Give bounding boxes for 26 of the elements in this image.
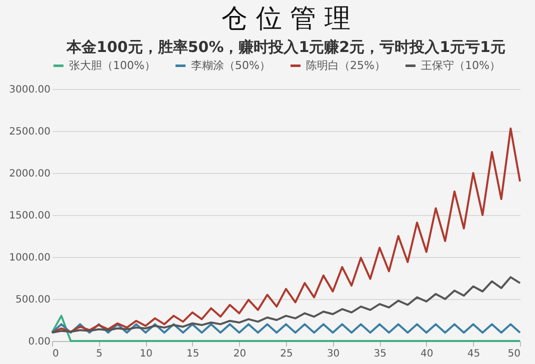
y-tick-label: 2000.00 xyxy=(9,168,50,180)
y-tick-label: 0.00 xyxy=(28,336,50,348)
y-tick-label: 500.00 xyxy=(16,294,50,306)
line-series xyxy=(51,276,521,334)
x-tick-label: 10 xyxy=(140,348,152,360)
y-tick-label: 1000.00 xyxy=(9,252,50,264)
legend-label: 张大胆（100%） xyxy=(69,58,156,72)
legend-label: 李糊涂（50%） xyxy=(191,58,270,72)
legend-label: 陈明白（25%） xyxy=(306,58,386,72)
x-tick-label: 50 xyxy=(508,348,520,360)
x-tick-label: 40 xyxy=(420,348,434,360)
x-tick-label: 0 xyxy=(52,348,59,360)
legend-label: 王保守（10%） xyxy=(421,58,500,72)
y-tick-label: 1500.00 xyxy=(9,210,50,222)
y-tick-label: 2500.00 xyxy=(9,126,50,138)
chart-subtitle: 本金100元，胜率50%，赚时投入1元赚2元，亏时投入1元亏1元 xyxy=(66,38,506,56)
x-tick-label: 45 xyxy=(467,348,480,360)
x-tick-label: 5 xyxy=(96,348,102,360)
x-tick-label: 35 xyxy=(374,348,386,360)
x-tick-label: 25 xyxy=(280,348,293,360)
line-series xyxy=(51,127,521,334)
x-tick-label: 30 xyxy=(326,348,340,360)
x-tick-label: 20 xyxy=(233,348,246,360)
x-tick-label: 15 xyxy=(186,348,200,360)
y-tick-label: 3000.00 xyxy=(9,84,50,96)
chart-title: 仓 位 管 理 xyxy=(222,4,350,34)
